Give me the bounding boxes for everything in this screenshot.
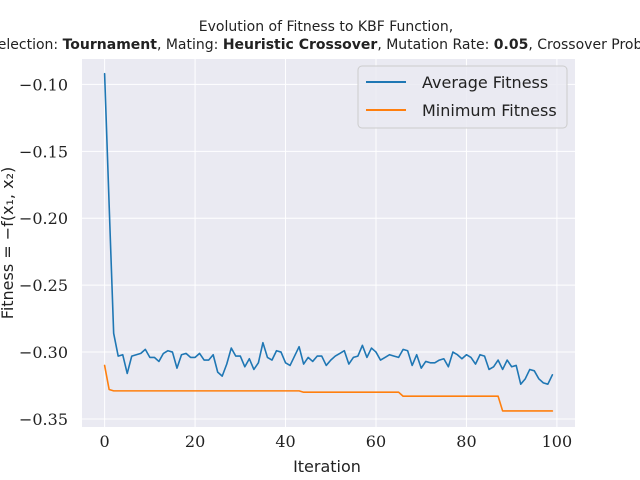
title-part: Selection: (0, 37, 63, 53)
y-tick-label: −0.25 (19, 276, 68, 295)
x-tick-label: 20 (185, 432, 205, 451)
series-line-minimum-fitness (103, 364, 554, 412)
title-part: Tournament (63, 37, 158, 53)
chart-title-line1: Evolution of Fitness to KBF Function, (199, 19, 453, 35)
y-tick-label: −0.30 (19, 343, 68, 362)
series-lines (103, 72, 554, 412)
title-part: , Mating: (157, 37, 223, 53)
title-part: , Crossover Prob: (528, 37, 640, 53)
legend: Average Fitness Minimum Fitness (357, 65, 568, 129)
x-tick-label: 40 (275, 432, 295, 451)
tick-labels: 0 20 40 60 80 100 −0.10 −0.15 −0.20 −0.25 −0.30 −0.… (19, 75, 572, 451)
y-axis-label: Fitness = −f(x₁, x₂) (0, 167, 17, 319)
x-axis-label: Iteration (293, 457, 361, 476)
legend-label-average: Average Fitness (422, 73, 548, 92)
y-tick-label: −0.15 (19, 142, 68, 161)
title-part: Heuristic Crossover (223, 37, 378, 53)
title-part: , Mutation Rate: (377, 37, 493, 53)
y-tick-label: −0.10 (19, 75, 68, 94)
grid (82, 59, 575, 427)
x-tick-label: 0 (100, 432, 110, 451)
y-tick-label: −0.20 (19, 209, 68, 228)
y-tick-label: −0.35 (19, 410, 68, 429)
chart-title: Evolution of Fitness to KBF Function, Se… (0, 19, 640, 53)
series-line-average-fitness (103, 72, 554, 385)
x-tick-label: 80 (456, 432, 476, 451)
legend-label-minimum: Minimum Fitness (422, 101, 557, 120)
legend-box (357, 65, 568, 129)
title-part: 0.05 (494, 37, 529, 53)
x-tick-label: 60 (366, 432, 386, 451)
x-tick-label: 100 (542, 432, 573, 451)
chart-title-line2: Selection: Tournament, Mating: Heuristic… (0, 37, 640, 53)
